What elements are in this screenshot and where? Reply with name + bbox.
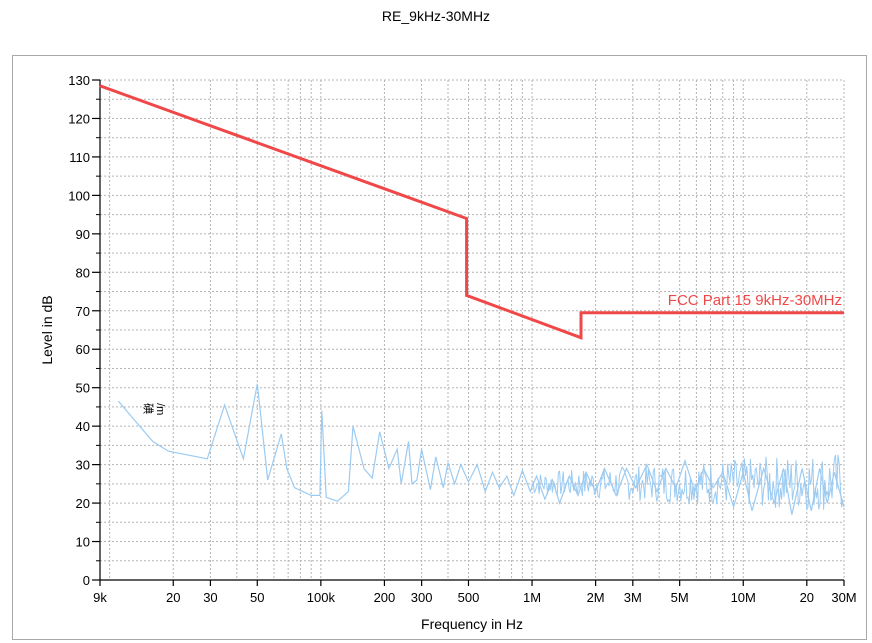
y-tick-label: 50 bbox=[76, 381, 90, 396]
y-tick-label: 100 bbox=[68, 188, 90, 203]
y-tick-label: 80 bbox=[76, 265, 90, 280]
x-tick-label: 10M bbox=[731, 590, 756, 605]
limit-line-label: FCC Part 15 9kHz-30MHz bbox=[668, 292, 842, 309]
grid-lines bbox=[99, 79, 845, 580]
y-tick-label: 0 bbox=[83, 573, 90, 588]
x-tick-label: 5M bbox=[671, 590, 689, 605]
y-axis-title: Level in dB bbox=[39, 295, 55, 364]
x-tick-label: 20 bbox=[166, 590, 180, 605]
x-tick-label: 9k bbox=[93, 590, 107, 605]
x-tick-label: 50 bbox=[250, 590, 264, 605]
y-tick-label: 130 bbox=[68, 73, 90, 88]
x-tick-label: 1M bbox=[523, 590, 541, 605]
y-tick-label: 10 bbox=[76, 535, 90, 550]
y-tick-label: 20 bbox=[76, 496, 90, 511]
measurement-series bbox=[117, 383, 845, 515]
y-tick-label: 40 bbox=[76, 419, 90, 434]
y-tick-label: 110 bbox=[69, 150, 90, 165]
chart-title: RE_9kHz-30MHz bbox=[381, 8, 491, 24]
x-tick-label: 30M bbox=[831, 590, 856, 605]
unit-annotation-1: 碘 bbox=[142, 403, 155, 414]
x-tick-label: 300 bbox=[411, 590, 433, 605]
y-tick-label: 90 bbox=[76, 227, 90, 242]
y-tick-label: 60 bbox=[76, 342, 90, 357]
axes bbox=[92, 79, 845, 586]
y-tick-label: 70 bbox=[76, 304, 90, 319]
x-tick-label: 3M bbox=[624, 590, 642, 605]
x-tick-label: 500 bbox=[458, 590, 480, 605]
x-tick-label: 20 bbox=[800, 590, 814, 605]
series-layer bbox=[99, 84, 845, 515]
limit-line-series bbox=[99, 84, 844, 340]
x-tick-label: 200 bbox=[374, 590, 396, 605]
x-tick-label: 100k bbox=[307, 590, 336, 605]
chart-frame bbox=[12, 55, 867, 640]
x-tick-label: 2M bbox=[587, 590, 605, 605]
x-axis-title: Frequency in Hz bbox=[421, 616, 523, 632]
labels: 0 10 20 30 40 50 60 70 80 90 100 110 120 130 9k 20 30 50 1… bbox=[39, 73, 857, 632]
y-tick-label: 120 bbox=[68, 111, 90, 126]
measurement-noise-band bbox=[531, 454, 844, 511]
unit-annotation-2: /m bbox=[154, 403, 166, 415]
y-tick-label: 30 bbox=[76, 458, 90, 473]
x-tick-label: 30 bbox=[203, 590, 217, 605]
